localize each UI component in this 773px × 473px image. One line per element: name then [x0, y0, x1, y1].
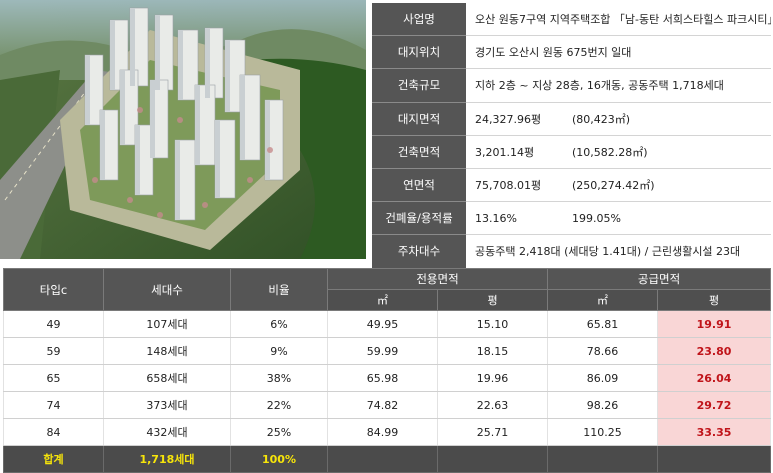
cell-type: 59 [3, 337, 104, 365]
cell-supply-pyeong: 23.80 [657, 337, 772, 365]
project-info-table: 사업명 오산 원동7구역 지역주택조합 「남-동탄 서희스타힐스 파크시티」 대지위… [372, 3, 771, 269]
table-row: 65 658세대 38% 65.98 19.96 86.09 26.04 [3, 364, 772, 392]
total-units: 1,718세대 [103, 445, 231, 473]
info-value-cell: 지하 2층 ~ 지상 28층, 16개동, 공동주택 1,718세대 [466, 68, 771, 103]
info-label: 대지면적 [372, 102, 466, 136]
total-ratio: 100% [230, 445, 328, 473]
cell-type: 74 [3, 391, 104, 419]
total-empty [327, 445, 438, 473]
info-value: 75,708.01평 [475, 179, 542, 193]
info-label: 주차대수 [372, 234, 466, 269]
total-empty [657, 445, 772, 473]
info-value-secondary: (80,423㎡) [572, 112, 631, 126]
cell-supply-m2: 110.25 [547, 418, 659, 446]
cell-supply-m2: 78.66 [547, 337, 659, 365]
cell-exclusive-m2: 49.95 [327, 310, 438, 338]
cell-exclusive-m2: 65.98 [327, 364, 438, 392]
info-row: 건축면적 3,201.14평 (10,582.28㎡) [372, 135, 771, 169]
header-ratio: 비율 [230, 268, 328, 311]
info-label: 대지위치 [372, 35, 466, 70]
info-row: 대지면적 24,327.96평 (80,423㎡) [372, 102, 771, 136]
cell-ratio: 38% [230, 364, 328, 392]
info-value: 공동주택 2,418대 (세대당 1.41대) / 근린생활시설 23대 [475, 245, 741, 259]
info-value: 오산 원동7구역 지역주택조합 「남-동탄 서희스타힐스 파크시티」 [475, 13, 771, 27]
info-row: 연면적 75,708.01평 (250,274.42㎡) [372, 168, 771, 203]
table-row: 74 373세대 22% 74.82 22.63 98.26 29.72 [3, 391, 772, 419]
cell-type: 49 [3, 310, 104, 338]
cell-supply-pyeong: 29.72 [657, 391, 772, 419]
info-value-cell: 75,708.01평 (250,274.42㎡) [466, 168, 771, 203]
unit-type-table: 타입c 세대수 비율 전용면적 공급면적 ㎡ 평 ㎡ 평 49 107세대 6% 49… [3, 268, 772, 473]
info-value-cell: 13.16% 199.05% [466, 201, 771, 236]
info-value-cell: 공동주택 2,418대 (세대당 1.41대) / 근린생활시설 23대 [466, 234, 771, 269]
cell-exclusive-pyeong: 18.15 [436, 337, 549, 365]
info-value-cell: 오산 원동7구역 지역주택조합 「남-동탄 서희스타힐스 파크시티」 [466, 3, 771, 37]
cell-ratio: 6% [230, 310, 328, 338]
info-row: 주차대수 공동주택 2,418대 (세대당 1.41대) / 근린생활시설 23대 [372, 234, 771, 269]
info-label: 건축규모 [372, 68, 466, 103]
cell-supply-m2: 98.26 [547, 391, 659, 419]
cell-units: 373세대 [103, 391, 231, 419]
cell-exclusive-m2: 59.99 [327, 337, 438, 365]
table-row: 49 107세대 6% 49.95 15.10 65.81 19.91 [3, 310, 772, 338]
cell-supply-pyeong: 33.35 [657, 418, 772, 446]
info-value-cell: 3,201.14평 (10,582.28㎡) [466, 135, 771, 169]
cell-exclusive-pyeong: 19.96 [436, 364, 549, 392]
table-row: 59 148세대 9% 59.99 18.15 78.66 23.80 [3, 337, 772, 365]
cell-units: 432세대 [103, 418, 231, 446]
total-empty [547, 445, 659, 473]
info-value: 경기도 오산시 원동 675번지 일대 [475, 46, 632, 60]
info-row: 사업명 오산 원동7구역 지역주택조합 「남-동탄 서희스타힐스 파크시티」 [372, 3, 771, 37]
header-supply-pyeong: 평 [657, 289, 772, 311]
total-label: 합계 [3, 445, 104, 473]
header-supply-area: 공급면적 [547, 268, 772, 290]
header-supply-m2: ㎡ [547, 289, 659, 311]
cell-ratio: 9% [230, 337, 328, 365]
info-value: 13.16% [475, 211, 517, 225]
info-row: 건폐율/용적률 13.16% 199.05% [372, 201, 771, 236]
cell-supply-pyeong: 19.91 [657, 310, 772, 338]
info-value-secondary: 199.05% [572, 211, 621, 225]
info-value-secondary: (10,582.28㎡) [572, 145, 648, 159]
info-value-secondary: (250,274.42㎡) [572, 179, 655, 193]
cell-exclusive-pyeong: 15.10 [436, 310, 549, 338]
cell-units: 107세대 [103, 310, 231, 338]
info-label: 건축면적 [372, 135, 466, 169]
cell-exclusive-m2: 84.99 [327, 418, 438, 446]
cell-type: 84 [3, 418, 104, 446]
header-type: 타입c [3, 268, 104, 311]
info-label: 사업명 [372, 3, 466, 37]
cell-units: 148세대 [103, 337, 231, 365]
cell-ratio: 22% [230, 391, 328, 419]
info-value-cell: 24,327.96평 (80,423㎡) [466, 102, 771, 136]
info-value: 지하 2층 ~ 지상 28층, 16개동, 공동주택 1,718세대 [475, 79, 724, 93]
cell-exclusive-pyeong: 25.71 [436, 418, 549, 446]
info-row: 건축규모 지하 2층 ~ 지상 28층, 16개동, 공동주택 1,718세대 [372, 68, 771, 103]
info-row: 대지위치 경기도 오산시 원동 675번지 일대 [372, 35, 771, 70]
table-row: 84 432세대 25% 84.99 25.71 110.25 33.35 [3, 418, 772, 446]
info-value: 24,327.96평 [475, 112, 542, 126]
header-exclusive-m2: ㎡ [327, 289, 438, 311]
header-exclusive-pyeong: 평 [436, 289, 549, 311]
cell-supply-pyeong: 26.04 [657, 364, 772, 392]
info-label: 연면적 [372, 168, 466, 203]
info-value: 3,201.14평 [475, 145, 535, 159]
cell-supply-m2: 86.09 [547, 364, 659, 392]
cell-ratio: 25% [230, 418, 328, 446]
total-row: 합계 1,718세대 100% [3, 445, 772, 473]
cell-units: 658세대 [103, 364, 231, 392]
total-empty [436, 445, 549, 473]
info-label: 건폐율/용적률 [372, 201, 466, 236]
header-exclusive-area: 전용면적 [326, 268, 549, 290]
cell-exclusive-m2: 74.82 [327, 391, 438, 419]
cell-type: 65 [3, 364, 104, 392]
cell-exclusive-pyeong: 22.63 [436, 391, 549, 419]
header-units: 세대수 [103, 268, 231, 311]
complex-aerial-image [0, 0, 366, 259]
cell-supply-m2: 65.81 [547, 310, 659, 338]
info-value-cell: 경기도 오산시 원동 675번지 일대 [466, 35, 771, 70]
